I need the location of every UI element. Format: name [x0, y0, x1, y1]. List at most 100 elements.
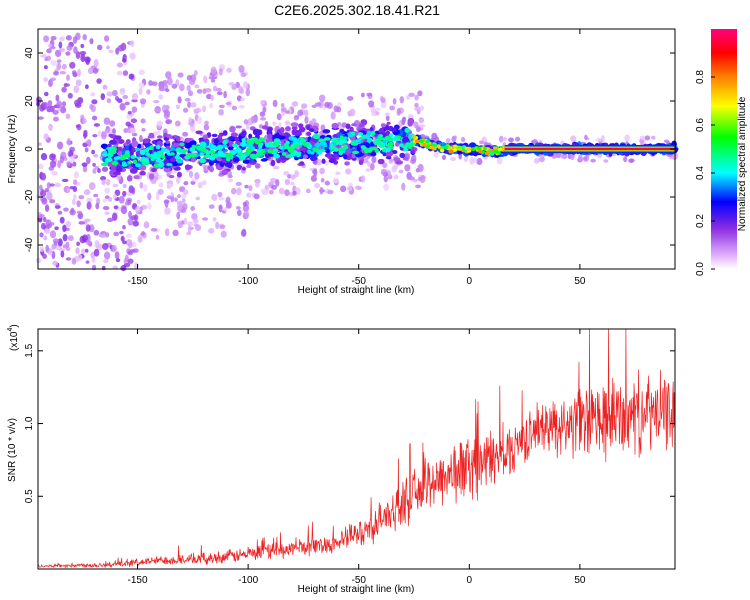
spectrogram-cell: [601, 135, 605, 143]
spectrogram-cell: [112, 128, 116, 135]
spectrogram-x-axis-label: Height of straight line (km): [298, 285, 415, 296]
spectrogram-cell: [639, 135, 646, 140]
spectrogram-cell: [155, 192, 160, 201]
spectrogram-cell: [234, 136, 240, 142]
spectrogram-cell: [235, 181, 242, 186]
spectrogram-cell: [230, 132, 239, 138]
spectrogram-cell: [75, 247, 80, 255]
spectrogram-cell: [165, 119, 173, 124]
spectrogram-cell: [167, 77, 173, 86]
spectrogram-cell: [43, 35, 50, 43]
spectrogram-cell: [280, 154, 285, 161]
spectrogram-cell: [276, 113, 282, 121]
spectrogram-cell: [414, 102, 419, 108]
spectrogram-cell: [65, 113, 71, 120]
spectrogram-cell: [56, 59, 62, 64]
spectrogram-cell: [128, 150, 134, 155]
spectrogram-cell: [316, 150, 323, 155]
spectrogram-cell: [351, 123, 358, 127]
spectrogram-cell: [51, 250, 56, 260]
spectrogram-cell: [51, 171, 58, 176]
spectrogram-cell: [85, 260, 90, 264]
spectrogram-cell: [489, 151, 494, 156]
spectrogram-cell: [413, 121, 419, 129]
spectrogram-cell: [143, 157, 150, 164]
spectrogram-cell: [384, 112, 390, 117]
spectrogram-cell: [231, 83, 237, 90]
spectrogram-cell: [49, 222, 55, 226]
spectrogram-cell: [135, 206, 141, 214]
spectrogram-cell: [79, 235, 86, 244]
spectrogram-cell: [72, 185, 78, 193]
spectrogram-cell: [335, 171, 341, 176]
spectrogram-cell: [43, 77, 48, 83]
spectrogram-cell: [346, 186, 353, 192]
spectrogram-cell: [252, 128, 261, 136]
spectrogram-cell: [73, 46, 78, 54]
spectrogram-cell: [196, 88, 203, 94]
spectrogram-cell: [383, 183, 390, 191]
spectrogram-cell: [132, 220, 139, 227]
spectrogram-cell: [218, 197, 225, 201]
spectrogram-cell: [497, 147, 503, 152]
spectrogram-cell: [112, 265, 118, 270]
spectrogram-cell: [250, 145, 255, 150]
spectrogram-cell: [141, 230, 145, 236]
spectrogram-x-tick-label: -150: [128, 276, 148, 287]
spectrogram-cell: [66, 137, 71, 146]
spectrogram-cell: [211, 145, 217, 150]
spectrogram-cell: [570, 135, 577, 143]
spectrogram-cell: [72, 36, 78, 44]
snr-y-ticks: 0.5 1.0 1.5: [24, 343, 675, 503]
spectrogram-cell: [448, 146, 453, 151]
spectrogram-cell: [249, 153, 257, 159]
spectrogram-cell: [97, 130, 102, 137]
spectrogram-cell: [156, 135, 163, 139]
spectrogram-cell: [220, 230, 227, 238]
spectrogram-cell: [388, 158, 394, 163]
spectrogram-cell: [227, 174, 233, 179]
spectrogram-cell: [402, 116, 407, 122]
spectrogram-cell: [114, 251, 120, 260]
spectrogram-cell: [40, 222, 46, 230]
spectrogram-cell: [154, 130, 161, 136]
spectrogram-cell: [323, 137, 331, 141]
spectrogram-cell: [342, 139, 348, 144]
spectrogram-cell: [280, 103, 285, 108]
spectrogram-cell: [120, 235, 125, 242]
spectrogram-cell: [318, 138, 325, 143]
spectrogram-cell: [404, 127, 411, 133]
spectrogram-cell: [284, 189, 290, 197]
spectrogram-cell: [150, 228, 158, 232]
spectrogram-cell: [340, 185, 347, 193]
spectrogram-cell: [188, 170, 194, 178]
spectrogram-cell: [273, 166, 280, 170]
spectrogram-cell: [122, 183, 127, 189]
spectrogram-cell: [628, 158, 635, 163]
spectrogram-cell: [419, 175, 426, 184]
spectrogram-cell: [253, 193, 260, 200]
spectrogram-cell: [130, 118, 138, 123]
spectrogram-cell: [463, 156, 469, 163]
spectrogram-cell: [117, 98, 123, 104]
spectrogram-cell: [115, 258, 121, 263]
spectrogram-cell: [182, 189, 189, 195]
spectrogram-cell: [306, 131, 312, 136]
spectrogram-cell: [330, 111, 336, 120]
spectrogram-cell: [403, 147, 408, 152]
spectrogram-x-tick-label: -100: [238, 276, 258, 287]
spectrogram-cell: [496, 157, 503, 165]
spectrogram-cell: [216, 91, 223, 96]
spectrogram-cell: [244, 184, 249, 189]
spectrogram-cell: [245, 148, 252, 154]
spectrogram-cell: [101, 153, 108, 157]
spectrogram-cell: [314, 182, 321, 189]
spectrogram-cell: [92, 134, 98, 138]
spectrogram-cell: [401, 182, 406, 191]
spectrogram-cell: [325, 148, 330, 154]
spectrogram-cell: [96, 44, 103, 51]
spectrogram-cell: [147, 192, 152, 201]
spectrogram-cell: [208, 149, 216, 155]
spectrogram-cell: [411, 149, 416, 154]
spectrogram-cell: [47, 100, 53, 107]
